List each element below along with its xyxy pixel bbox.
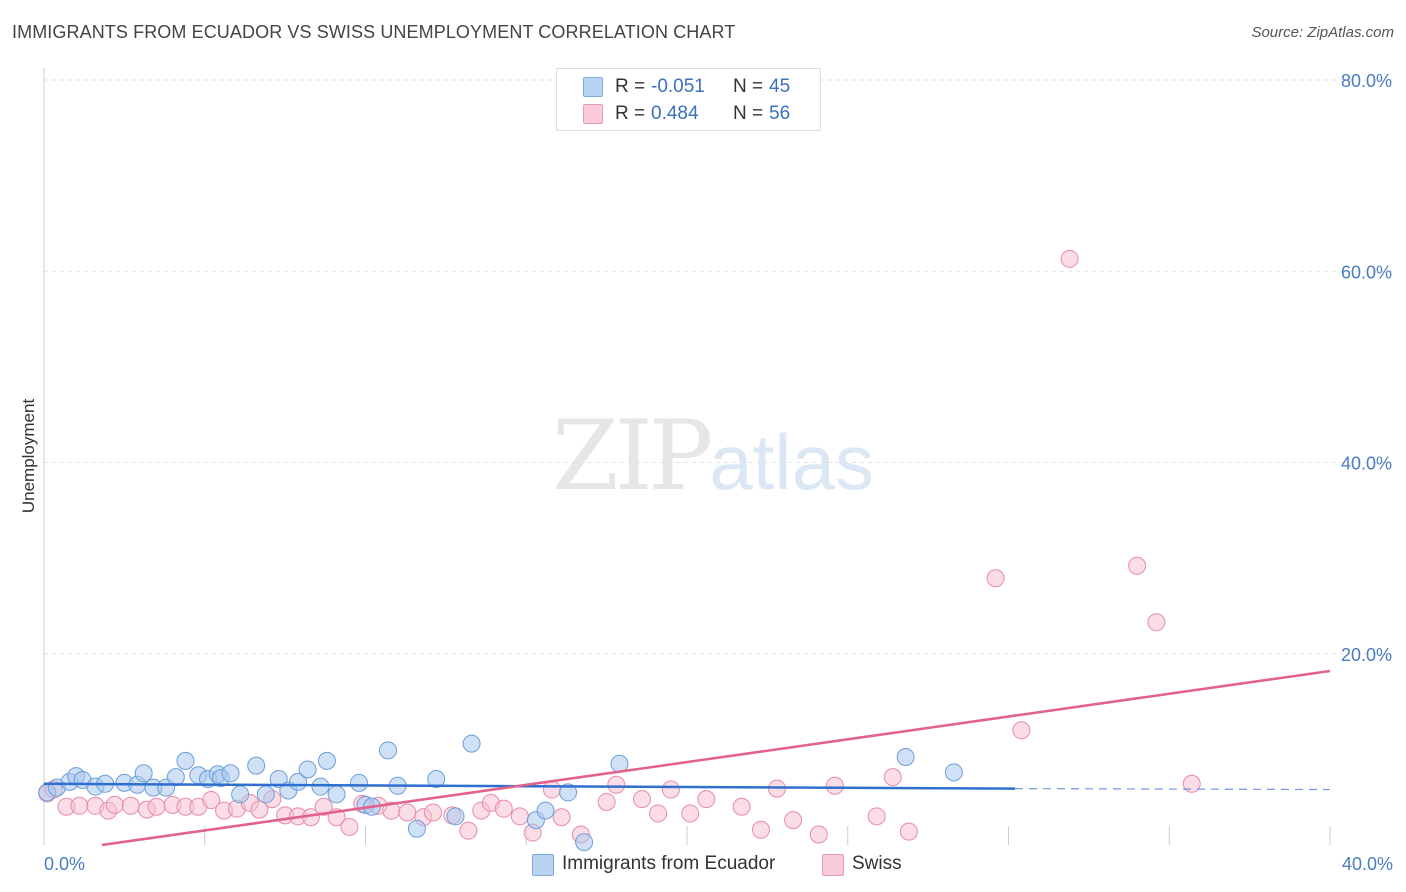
swiss-point bbox=[105, 795, 124, 814]
swiss-point bbox=[70, 796, 89, 815]
swiss-point bbox=[424, 803, 443, 822]
swiss-point bbox=[202, 791, 221, 810]
swiss-point bbox=[1147, 613, 1166, 632]
ecuador-point bbox=[247, 756, 266, 775]
legend-n-label: N = bbox=[733, 103, 764, 124]
legend-n-label: N = bbox=[733, 76, 764, 97]
swiss-point bbox=[697, 790, 716, 809]
swiss-point bbox=[398, 803, 417, 822]
ecuador-point bbox=[256, 785, 275, 804]
legend-n-value: 45 bbox=[769, 76, 791, 97]
swiss-point bbox=[809, 825, 828, 844]
source-label: Source: ZipAtlas.com bbox=[1251, 24, 1394, 41]
swiss-point bbox=[825, 776, 844, 795]
swiss-point bbox=[899, 822, 918, 841]
swiss-points bbox=[38, 249, 1201, 844]
grid-layer bbox=[44, 79, 1392, 655]
y-tick-label: 60.0% bbox=[1341, 262, 1392, 282]
swiss-point bbox=[494, 799, 513, 818]
ecuador-points bbox=[38, 734, 963, 852]
ecuador-point bbox=[298, 760, 317, 779]
swiss-point bbox=[751, 820, 770, 839]
ecuador-point bbox=[427, 770, 446, 789]
swiss-point bbox=[732, 797, 751, 816]
swiss-point bbox=[340, 817, 359, 836]
ecuador-point bbox=[896, 748, 915, 767]
y-tick-label: 20.0% bbox=[1341, 645, 1392, 665]
bottom-legend-swatch-ecuador bbox=[532, 854, 554, 876]
ecuador-point bbox=[379, 741, 398, 760]
y-axis-title: Unemployment bbox=[19, 399, 38, 514]
swiss-point bbox=[1182, 774, 1201, 793]
swiss-point bbox=[314, 797, 333, 816]
ecuador-point bbox=[311, 777, 330, 796]
swiss-point bbox=[1012, 721, 1031, 740]
ecuador-point bbox=[462, 734, 481, 753]
swiss-point bbox=[542, 780, 561, 799]
swiss-point bbox=[867, 807, 886, 826]
legend-r-label: R = bbox=[615, 103, 646, 124]
swiss-point bbox=[784, 811, 803, 830]
ecuador-point bbox=[407, 819, 426, 838]
swiss-point bbox=[649, 804, 668, 823]
ecuador-point bbox=[575, 833, 594, 852]
ecuador-point bbox=[317, 751, 336, 770]
legend-n-value: 56 bbox=[769, 103, 791, 124]
ecuador-point bbox=[944, 763, 963, 782]
trend-lines bbox=[43, 669, 1331, 847]
bottom-legend-label-swiss: Swiss bbox=[852, 853, 902, 874]
ecuador-point bbox=[559, 783, 578, 802]
ecuador-point bbox=[221, 764, 240, 783]
x-tick-label: 0.0% bbox=[44, 854, 85, 874]
swiss-point bbox=[250, 800, 269, 819]
legend-r-value: 0.484 bbox=[651, 103, 699, 124]
ecuador-point bbox=[536, 801, 555, 820]
correlation-legend: R = -0.051 N = 45 R = 0.484 N = 56 bbox=[556, 68, 821, 131]
swiss-point bbox=[552, 808, 571, 827]
swiss-point bbox=[661, 780, 680, 799]
swiss-trend-line bbox=[101, 669, 1331, 847]
y-tick-label: 40.0% bbox=[1341, 454, 1392, 474]
chart-title: IMMIGRANTS FROM ECUADOR VS SWISS UNEMPLO… bbox=[12, 22, 736, 42]
ecuador-trend-line bbox=[43, 782, 1015, 790]
swiss-point bbox=[1060, 249, 1079, 268]
ecuador-point bbox=[134, 764, 153, 783]
swiss-point bbox=[510, 807, 529, 826]
bottom-legend-label-ecuador: Immigrants from Ecuador bbox=[562, 853, 776, 874]
swiss-point bbox=[459, 821, 478, 840]
ecuador-trend-extension bbox=[1014, 787, 1331, 791]
swiss-point bbox=[597, 792, 616, 811]
ecuador-point bbox=[166, 768, 185, 787]
swiss-point bbox=[1128, 556, 1147, 575]
ecuador-point bbox=[269, 770, 288, 789]
swiss-point bbox=[632, 790, 651, 809]
y-tick-label: 80.0% bbox=[1341, 71, 1392, 91]
legend-r-label: R = bbox=[615, 76, 646, 97]
swiss-point bbox=[147, 797, 166, 816]
ecuador-point bbox=[231, 785, 250, 804]
axis-layer bbox=[43, 68, 1331, 845]
swiss-point bbox=[681, 804, 700, 823]
legend-swatch-swiss bbox=[583, 104, 603, 124]
ecuador-point bbox=[176, 751, 195, 770]
swiss-point bbox=[986, 569, 1005, 588]
legend-swatch-ecuador bbox=[583, 77, 603, 97]
legend-r-value: -0.051 bbox=[651, 76, 705, 97]
ecuador-point bbox=[327, 785, 346, 804]
ecuador-point bbox=[350, 773, 369, 792]
swiss-point bbox=[121, 796, 140, 815]
swiss-point bbox=[883, 768, 902, 787]
ecuador-point bbox=[446, 807, 465, 826]
bottom-legend-swatch-swiss bbox=[822, 854, 844, 876]
tick-labels: 20.0% 40.0% 60.0% 80.0% 0.0% 40.0% Unemploymen… bbox=[19, 71, 1393, 874]
swiss-point bbox=[607, 775, 626, 794]
x-tick-label: 40.0% bbox=[1342, 854, 1393, 874]
